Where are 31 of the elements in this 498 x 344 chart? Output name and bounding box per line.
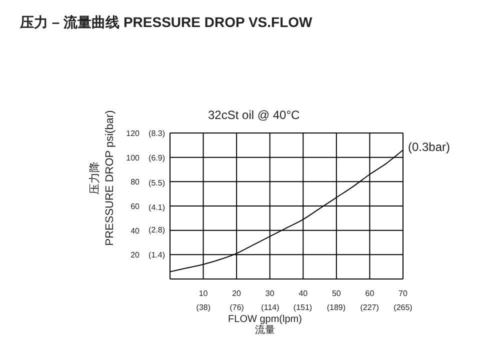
x2-tick-label: (227) [360,303,380,312]
y-tick-label: 40 [130,226,140,236]
x2-tick-label: (38) [196,303,211,312]
y2-tick-label: (8.3) [148,129,166,138]
y2-tick-label: (4.1) [148,202,166,212]
x-tick-label: 20 [232,289,242,298]
chart-subtitle: 32cSt oil @ 40°C [208,108,300,122]
y2-tick-label: (6.9) [148,154,166,163]
y-tick-label: 100 [126,153,140,162]
x-tick-label: 50 [332,289,342,298]
y2-tick-label: (5.5) [148,178,166,188]
y-tick-label: 120 [126,129,140,138]
x-tick-label: 70 [398,289,408,298]
x-tick-label: 40 [298,289,308,298]
x-tick-label: 10 [198,289,208,298]
y-axis-title: 压力降 PRESSURE DROP psi(bar) [88,109,117,248]
y-tick-label: 60 [130,202,140,211]
y-tick-label: 20 [130,250,140,260]
y2-tick-label: (1.4) [148,250,166,260]
x-axis-title: FLOW gpm(lpm) 流量 [227,314,303,336]
x2-tick-label: (76) [230,303,244,312]
x2-tick-label: (151) [293,303,312,312]
x2-tick-label: (114) [261,303,280,312]
chart-title: 压力 – 流量曲线 PRESSURE DROP VS.FLOW [20,14,312,32]
text: (0.3bar) [408,140,450,154]
y-tick-label: 80 [130,178,140,187]
y2-tick-label: (2.8) [148,226,166,235]
x2-tick-label: (265) [394,303,413,312]
x-tick-label: 30 [265,289,275,298]
x-tick-label: 60 [365,289,375,298]
x2-tick-label: (189) [326,303,346,312]
